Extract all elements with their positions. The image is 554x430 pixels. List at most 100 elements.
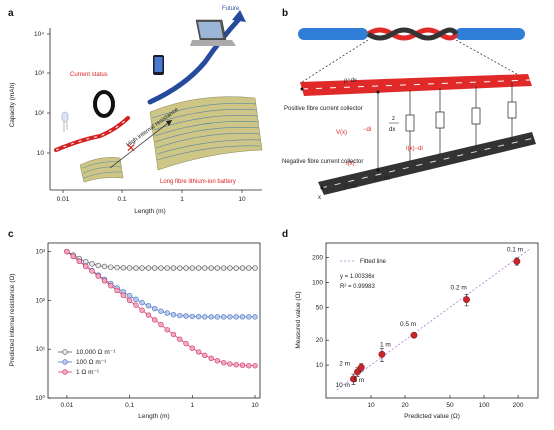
fit-legend-label: Fitted line xyxy=(360,259,387,265)
panel-a-ylabel: Capacity (mAh) xyxy=(9,83,16,128)
panel-c-point xyxy=(189,345,196,351)
panel-c-xlabel: Length (m) xyxy=(138,413,169,420)
panel-c-legend-label: 1 Ω m⁻¹ xyxy=(76,369,100,376)
positive-label: Positive fibre current collector xyxy=(284,106,363,112)
panel-c-legend-marker xyxy=(62,359,68,365)
panel-c-point xyxy=(202,265,208,271)
panel-c-legend-label: 100 Ω m⁻¹ xyxy=(76,359,107,366)
panel-c-point xyxy=(76,258,83,265)
panel-c-point xyxy=(126,297,133,304)
panel-b: b ρ⁺dx Positiv xyxy=(282,8,536,201)
panel-c-point xyxy=(139,265,145,271)
panel-c-frame xyxy=(47,242,261,399)
panel-c-point xyxy=(158,265,164,271)
future-curve xyxy=(147,15,243,105)
panel-c-point xyxy=(233,314,239,320)
rho-top-label: ρ⁺dx xyxy=(344,77,357,84)
panel-d-point-label: 0.2 m xyxy=(451,285,467,292)
panel-c-y-tick: 10⁰ xyxy=(35,394,45,402)
panel-c-point xyxy=(158,321,164,328)
panel-c-point xyxy=(64,248,70,255)
negative-fibre-texture xyxy=(320,137,535,189)
panel-c-point xyxy=(183,265,189,271)
panel-d-point xyxy=(410,331,418,339)
panel-c-point xyxy=(177,265,183,271)
panel-c-point xyxy=(164,310,170,316)
panel-c-ylabel: Predicted internal resistance (Ω) xyxy=(9,273,16,366)
panel-c-point xyxy=(246,265,252,271)
panel-c-point xyxy=(114,287,120,294)
panel-c-point xyxy=(170,265,177,271)
panel-c-point xyxy=(195,313,202,320)
panel-c-legend-marker xyxy=(62,369,68,375)
panel-d-point xyxy=(354,368,361,376)
panel-c-point xyxy=(220,265,227,271)
panel-c-point xyxy=(239,314,246,320)
panel-c-point xyxy=(252,314,258,320)
panel-c-point xyxy=(183,313,189,319)
panel-c: c Predicted internal resistance (Ω) Leng… xyxy=(8,229,261,420)
future-label: Future xyxy=(222,6,240,12)
panel-c-point xyxy=(126,292,133,299)
ix-label: I(x) xyxy=(346,161,355,167)
node-dots xyxy=(300,87,380,190)
rho-bottom-label: ρ⁻dx xyxy=(344,184,357,190)
future-arrow-head xyxy=(232,10,246,22)
panel-c-x-tick: 10 xyxy=(251,402,259,409)
panel-d-point-label: 2 m xyxy=(339,360,350,367)
panel-d-point-label: 5 m xyxy=(354,377,365,384)
panel-c-point xyxy=(214,358,221,364)
negative-label: Negative fibre current collector xyxy=(282,159,363,165)
panel-c-point xyxy=(158,308,164,314)
panel-c-point xyxy=(214,265,221,271)
panel-c-point xyxy=(170,331,177,338)
panel-c-x-tick: 0.1 xyxy=(125,402,134,409)
panel-d-y-tick: 10 xyxy=(316,362,324,369)
panel-c-point xyxy=(239,265,246,271)
zoom-line-right xyxy=(455,39,525,79)
panel-c-point xyxy=(145,265,152,271)
panel-a-x-ticks: 0.01 0.1 1 10 xyxy=(57,190,246,203)
panel-c-letter: c xyxy=(8,229,14,240)
panel-d-frame xyxy=(325,242,539,399)
panel-a-y-ticks: 10 10² 10³ 10⁴ xyxy=(34,31,50,157)
fit-equation: y = 1.00336x xyxy=(340,274,375,280)
panel-c-point xyxy=(101,278,108,284)
panel-c-point xyxy=(202,352,208,358)
arrow-head xyxy=(166,120,172,126)
panel-c-point xyxy=(227,361,233,367)
panel-d-points: 10 m 5 m 2 m 1 m 0.5 m 0.2 m 0.1 m xyxy=(335,246,523,389)
high-resistance-arrow xyxy=(109,119,173,169)
ix-minus-di-label: I(x)−di xyxy=(406,146,423,152)
zoom-line-left xyxy=(301,39,369,83)
panel-c-y-tick: 10³ xyxy=(36,249,46,256)
fit-r-squared: R² = 0.99983 xyxy=(340,284,376,290)
panel-c-point xyxy=(95,273,101,279)
panel-d-y-tick: 200 xyxy=(312,255,323,262)
panel-c-series-line xyxy=(66,251,256,318)
panel-c-point xyxy=(177,336,183,342)
panel-a-x-tick: 0.1 xyxy=(117,196,126,203)
panel-d-y-tick: 20 xyxy=(316,337,324,344)
panel-c-point xyxy=(246,362,252,369)
panel-c-point xyxy=(108,264,114,270)
panel-c-point xyxy=(202,314,208,320)
laptop-icon xyxy=(190,19,236,46)
panel-c-x-tick: 0.01 xyxy=(61,402,74,409)
panel-c-point xyxy=(95,262,101,269)
panel-c-point xyxy=(189,265,196,271)
panel-c-point xyxy=(170,311,177,318)
panel-c-point xyxy=(227,314,233,320)
panel-c-x-tick: 1 xyxy=(191,402,195,409)
panel-c-point xyxy=(89,268,95,274)
panel-c-y-tick: 10¹ xyxy=(36,346,46,353)
panel-c-point xyxy=(177,312,183,319)
panel-d-x-tick: 100 xyxy=(479,402,490,409)
panel-c-legend-marker xyxy=(62,349,68,355)
current-status-curve xyxy=(54,116,130,152)
panel-d-point-label: 0.1 m xyxy=(507,246,523,253)
panel-c-point xyxy=(227,265,233,271)
panel-c-point xyxy=(164,327,170,333)
battery-mesh-illustration xyxy=(79,96,263,183)
